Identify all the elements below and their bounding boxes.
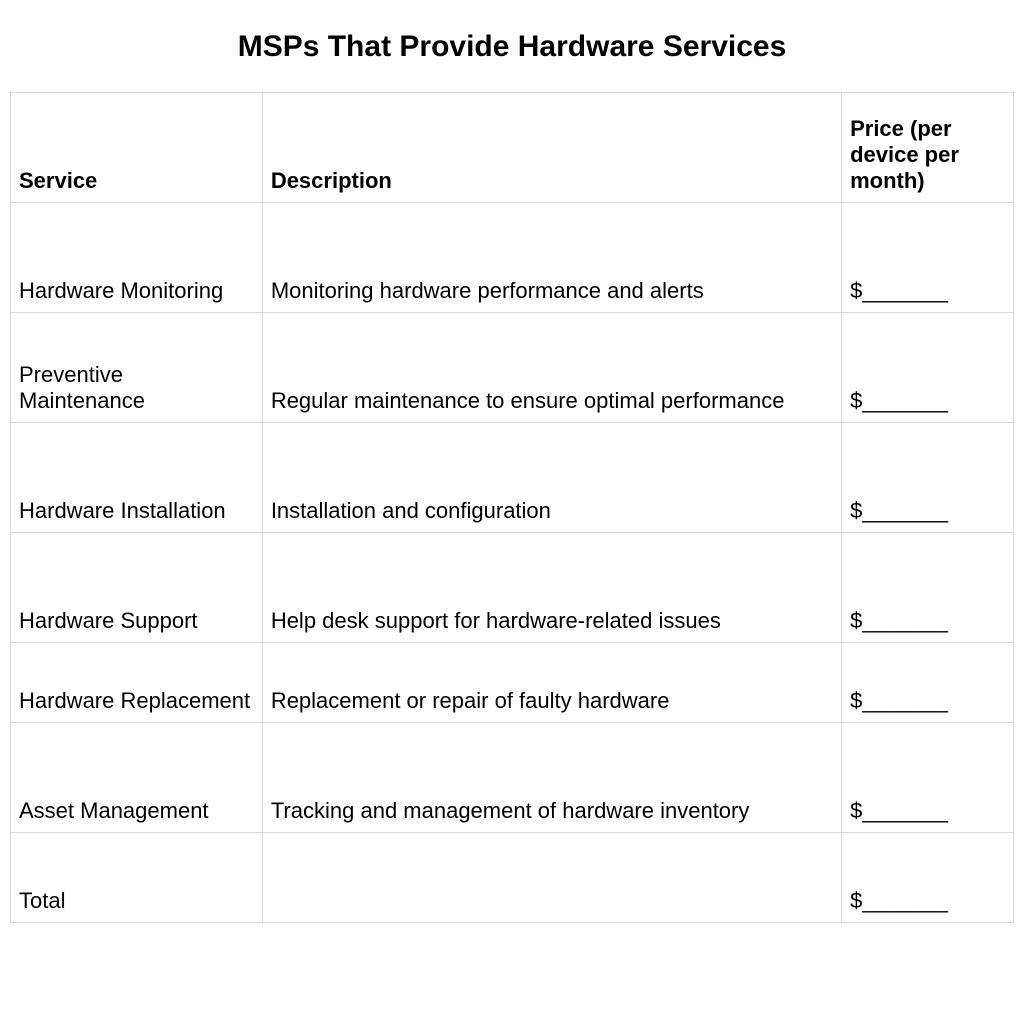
page-title: MSPs That Provide Hardware Services — [10, 30, 1014, 64]
cell-service: Hardware Support — [11, 533, 263, 643]
header-service: Service — [11, 93, 263, 203]
table-row: Asset Management Tracking and management… — [11, 723, 1014, 833]
cell-total-description — [262, 833, 841, 923]
cell-price: $_______ — [842, 423, 1014, 533]
cell-total-price: $_______ — [842, 833, 1014, 923]
cell-description: Help desk support for hardware-related i… — [262, 533, 841, 643]
table-row: Hardware Replacement Replacement or repa… — [11, 643, 1014, 723]
cell-price: $_______ — [842, 203, 1014, 313]
cell-description: Replacement or repair of faulty hardware — [262, 643, 841, 723]
table-header-row: Service Description Price (per device pe… — [11, 93, 1014, 203]
cell-description: Installation and configuration — [262, 423, 841, 533]
table-row: Hardware Support Help desk support for h… — [11, 533, 1014, 643]
cell-service: Hardware Replacement — [11, 643, 263, 723]
cell-service: Hardware Monitoring — [11, 203, 263, 313]
services-table: Service Description Price (per device pe… — [10, 92, 1014, 923]
header-price: Price (per device per month) — [842, 93, 1014, 203]
cell-description: Regular maintenance to ensure optimal pe… — [262, 313, 841, 423]
header-description: Description — [262, 93, 841, 203]
table-row: Hardware Monitoring Monitoring hardware … — [11, 203, 1014, 313]
table-row: Preventive Maintenance Regular maintenan… — [11, 313, 1014, 423]
table-row: Hardware Installation Installation and c… — [11, 423, 1014, 533]
cell-service: Hardware Installation — [11, 423, 263, 533]
cell-price: $_______ — [842, 533, 1014, 643]
cell-description: Monitoring hardware performance and aler… — [262, 203, 841, 313]
cell-price: $_______ — [842, 313, 1014, 423]
cell-service: Preventive Maintenance — [11, 313, 263, 423]
cell-price: $_______ — [842, 643, 1014, 723]
cell-price: $_______ — [842, 723, 1014, 833]
cell-total-label: Total — [11, 833, 263, 923]
cell-service: Asset Management — [11, 723, 263, 833]
cell-description: Tracking and management of hardware inve… — [262, 723, 841, 833]
total-row: Total $_______ — [11, 833, 1014, 923]
